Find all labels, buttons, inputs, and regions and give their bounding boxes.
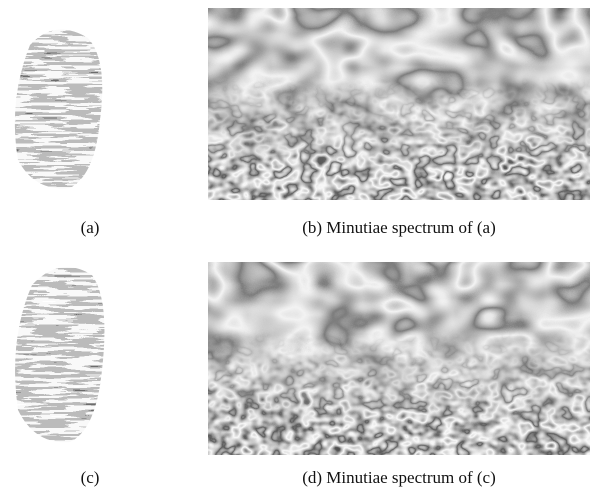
caption: (b) Minutiae spectrum of (a) (302, 218, 496, 237)
spectrum-b (208, 8, 590, 200)
fingerprint-c (15, 267, 105, 443)
caption: (c) (81, 468, 100, 487)
spectrum-d (208, 262, 590, 455)
caption: (a) (81, 218, 100, 237)
caption: (d) Minutiae spectrum of (c) (302, 468, 496, 487)
fingerprint-a (14, 29, 103, 189)
